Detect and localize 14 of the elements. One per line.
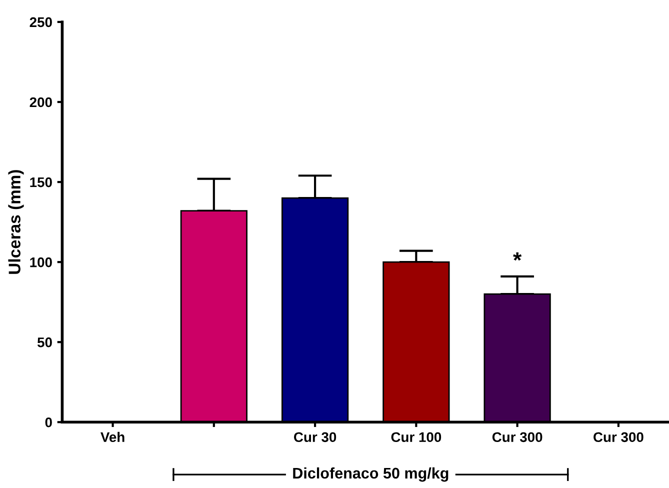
y-tick-label: 250 xyxy=(30,17,52,28)
y-tick-label: 50 xyxy=(37,337,52,348)
x-tick-label: Cur 30 xyxy=(294,432,336,442)
y-tick-label: 200 xyxy=(30,97,52,108)
annotation: * xyxy=(513,252,522,261)
y-tick-label: 0 xyxy=(45,417,52,428)
x-tick-label: Cur 300 xyxy=(594,432,644,442)
y-axis-title: Ulceras (mm) xyxy=(8,170,24,274)
x-tick-label: Cur 300 xyxy=(492,432,542,442)
x-tick-label: Cur 100 xyxy=(391,432,442,442)
text: Diclofenaco 50 mg/kg xyxy=(293,467,448,482)
y-tick-label: 150 xyxy=(30,177,52,188)
y-tick-label: 100 xyxy=(30,257,52,268)
x-tick-label: Veh xyxy=(100,432,124,442)
